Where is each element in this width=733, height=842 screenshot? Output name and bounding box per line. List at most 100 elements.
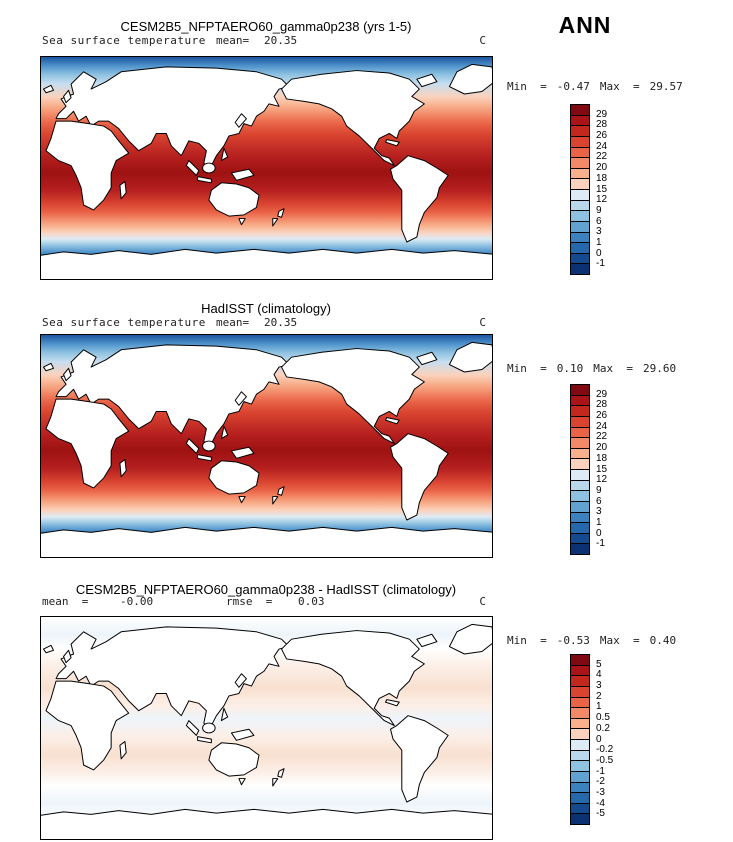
min-value: 0.10: [556, 362, 584, 375]
world-map-coastlines: [41, 63, 492, 279]
stats-row: mean = -0.00 rmse = 0.03 C: [40, 595, 492, 610]
colorbar-cell: [571, 718, 589, 730]
units-label: C: [479, 595, 486, 608]
colorbar-tick-label: 0: [596, 527, 602, 539]
colorbar-labels: 5 4 3 2 1 0.5 0.2 0 -0.2 -0.5 -1 -2 -3 -4 -5: [596, 654, 630, 825]
colorbar-cell: [571, 264, 589, 274]
max-label: Max =: [599, 80, 640, 93]
colorbar-tick-label: 3: [596, 226, 602, 238]
colorbar-tick-label: 12: [596, 194, 608, 206]
colorbar-cell: [571, 406, 589, 417]
colorbar-tick-label: 29: [596, 388, 608, 400]
mean-value: -0.00: [120, 595, 154, 608]
min-value: -0.53: [556, 634, 590, 647]
colorbar-tick-label: 22: [596, 151, 608, 163]
colorbar-tick-label: 28: [596, 399, 608, 411]
min-label: Min =: [507, 362, 547, 375]
colorbar-cell: [571, 190, 589, 201]
world-map-coastlines: [41, 623, 492, 839]
colorbar-cell: [571, 793, 589, 804]
colorbar-tick-label: 18: [596, 452, 608, 464]
colorbar-tick-label: 2: [596, 690, 602, 702]
colorbar-tick-label: 12: [596, 474, 608, 486]
colorbar-tick-label: 28: [596, 119, 608, 131]
colorbar: 29 28 26 24 22 20 18 15 12 9 6 3 1 0 -1: [570, 384, 634, 555]
units-label: C: [479, 34, 486, 47]
colorbar-tick-label: 0: [596, 733, 602, 745]
colorbar-labels: 29 28 26 24 22 20 18 15 12 9 6 3 1 0 -1: [596, 104, 630, 275]
colorbar-tick-label: 22: [596, 431, 608, 443]
colorbar-tick-label: -1: [596, 258, 605, 270]
colorbar-tick-label: -4: [596, 797, 605, 809]
colorbar-tick-label: 9: [596, 204, 602, 216]
colorbar-tick-label: 26: [596, 410, 608, 422]
mean-label: mean=: [216, 316, 250, 329]
colorbar-boxes: [570, 104, 590, 275]
sst-difference-map: [40, 616, 493, 840]
colorbar-cell: [571, 501, 589, 513]
colorbar-cell: [571, 385, 589, 396]
min-value: -0.47: [556, 80, 590, 93]
panel-title: CESM2B5_NFPTAERO60_gamma0p238 (yrs 1-5): [120, 18, 412, 34]
colorbar-tick-label: 20: [596, 442, 608, 454]
colorbar-cell: [571, 395, 589, 407]
colorbar-tick-label: 1: [596, 701, 602, 713]
units-label: C: [479, 316, 486, 329]
colorbar-tick-label: 5: [596, 658, 602, 670]
colorbar-cell: [571, 126, 589, 137]
mean-label: mean=: [216, 34, 250, 47]
colorbar-cell: [571, 544, 589, 554]
colorbar-boxes: [570, 384, 590, 555]
colorbar-cell: [571, 115, 589, 127]
colorbar-cell: [571, 480, 589, 492]
colorbar-tick-label: 18: [596, 172, 608, 184]
variable-label: Sea surface temperature: [42, 34, 206, 47]
colorbar-cell: [571, 438, 589, 449]
colorbar-cell: [571, 523, 589, 534]
colorbar-tick-label: 15: [596, 463, 608, 475]
colorbar-tick-label: 24: [596, 140, 608, 152]
colorbar-tick-label: 1: [596, 516, 602, 528]
max-label: Max =: [599, 634, 640, 647]
colorbar-tick-label: 24: [596, 420, 608, 432]
max-label: Max =: [593, 362, 633, 375]
colorbar-cell: [571, 655, 589, 666]
colorbar-tick-label: 0.2: [596, 722, 610, 734]
colorbar-cell: [571, 533, 589, 545]
sst-map-obs: [40, 334, 493, 558]
rmse-value: 0.03: [298, 595, 325, 608]
colorbar-tick-label: -3: [596, 786, 605, 798]
colorbar-cell: [571, 750, 589, 762]
colorbar-cell: [571, 771, 589, 783]
panel-model: CESM2B5_NFPTAERO60_gamma0p238 (yrs 1-5) …: [0, 0, 733, 282]
colorbar-tick-label: 29: [596, 108, 608, 120]
max-value: 29.60: [643, 362, 677, 375]
colorbar-tick-label: 3: [596, 680, 602, 692]
colorbar-cell: [571, 243, 589, 254]
panel-title: HadISST (climatology): [201, 300, 331, 316]
colorbar-tick-label: 20: [596, 162, 608, 174]
colorbar-cell: [571, 168, 589, 180]
colorbar-cell: [571, 512, 589, 524]
season-label: ANN: [558, 12, 612, 38]
colorbar-cell: [571, 697, 589, 709]
stats-row: Sea surface temperature mean= 20.35 C: [40, 34, 492, 49]
colorbar-cell: [571, 686, 589, 698]
colorbar-cell: [571, 427, 589, 439]
colorbar-cell: [571, 665, 589, 677]
colorbar-tick-label: -1: [596, 538, 605, 550]
rmse-label: rmse =: [226, 595, 273, 608]
colorbar-cell: [571, 729, 589, 740]
colorbar-cell: [571, 221, 589, 233]
minmax-row: Min = 0.10 Max = 29.60: [507, 362, 722, 375]
colorbar-cell: [571, 232, 589, 244]
panel-title: CESM2B5_NFPTAERO60_gamma0p238 - HadISST …: [75, 581, 457, 597]
sst-map-model: [40, 56, 493, 280]
colorbar-cell: [571, 491, 589, 502]
minmax-row: Min = -0.47 Max = 29.57: [507, 80, 722, 93]
colorbar-cell: [571, 782, 589, 794]
colorbar-tick-label: 3: [596, 506, 602, 518]
panel-difference: CESM2B5_NFPTAERO60_gamma0p238 - HadISST …: [0, 558, 733, 840]
colorbar-cell: [571, 253, 589, 265]
